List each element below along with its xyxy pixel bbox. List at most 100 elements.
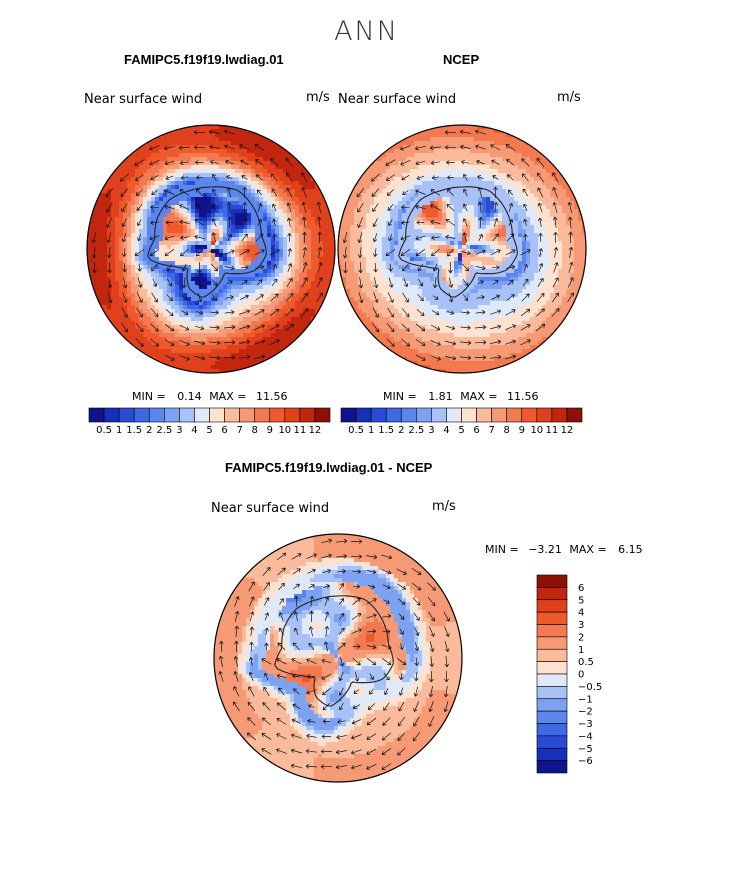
model-field-cell — [187, 257, 192, 262]
obs-field-cell — [502, 217, 507, 222]
obs-field-cell — [534, 201, 539, 206]
model-field-cell — [163, 229, 168, 234]
model-field-cell — [239, 329, 244, 334]
obs-field-cell — [514, 237, 519, 242]
model-field-cell — [283, 313, 288, 318]
model-field-cell — [271, 317, 276, 322]
model-field-cell — [191, 253, 196, 258]
model-wind-vector — [137, 219, 142, 227]
obs-field-cell — [466, 165, 471, 170]
obs-field-cell — [366, 201, 371, 206]
model-wind-vector — [301, 277, 308, 288]
model-field-cell — [223, 173, 228, 178]
model-field-cell — [131, 289, 136, 294]
model-field-cell — [175, 317, 180, 322]
model-field-cell — [123, 265, 128, 270]
model-field-cell — [311, 221, 316, 226]
obs-field-cell — [358, 201, 363, 206]
model-field-cell — [175, 233, 180, 238]
obs-field-cell — [526, 197, 531, 202]
obs-field-cell — [462, 221, 467, 226]
obs-field-cell — [474, 225, 479, 230]
obs-field-cell — [522, 189, 527, 194]
obs-field-cell — [502, 169, 507, 174]
obs-field-cell — [458, 157, 463, 162]
model-field-cell — [239, 293, 244, 298]
model-field-cell — [155, 233, 160, 238]
model-field-cell — [215, 329, 220, 334]
obs-field-cell — [402, 209, 407, 214]
model-field-cell — [211, 277, 216, 282]
obs-field-cell — [494, 193, 499, 198]
model-field-cell — [239, 205, 244, 210]
obs-field-cell — [490, 209, 495, 214]
model-field-cell — [191, 321, 196, 326]
model-field-cell — [203, 249, 208, 254]
obs-field-cell — [378, 177, 383, 182]
obs-field-cell — [430, 245, 435, 250]
obs-field-cell — [486, 133, 491, 138]
model-field-cell — [95, 229, 100, 234]
obs-field-cell — [430, 133, 435, 138]
model-field-cell — [143, 217, 148, 222]
model-field-cell — [279, 181, 284, 186]
model-field-cell — [167, 277, 172, 282]
model-field-cell — [247, 301, 252, 306]
model-field-cell — [295, 169, 300, 174]
model-field-cell — [167, 301, 172, 306]
model-wind-vector — [134, 249, 145, 256]
model-wind-vector — [302, 262, 308, 273]
obs-field-cell — [462, 153, 467, 158]
model-field-cell — [283, 277, 288, 282]
model-field-cell — [223, 325, 228, 330]
model-field-cell — [167, 313, 172, 318]
model-field-cell — [187, 289, 192, 294]
model-field-cell — [135, 337, 140, 342]
obs-field-cell — [510, 141, 515, 146]
model-field-cell — [287, 145, 292, 150]
model-field-cell — [275, 181, 280, 186]
model-field-cell — [219, 229, 224, 234]
model-field-cell — [223, 341, 228, 346]
obs-field-cell — [486, 141, 491, 146]
obs-field-cell — [474, 201, 479, 206]
model-field-cell — [127, 277, 132, 282]
model-field-cell — [319, 225, 324, 230]
model-field-cell — [215, 165, 220, 170]
obs-field-cell — [534, 217, 539, 222]
model-wind-vector — [135, 338, 144, 347]
obs-field-cell — [518, 189, 523, 194]
model-field-cell — [239, 261, 244, 266]
obs-field-cell — [346, 225, 351, 230]
obs-field-cell — [406, 141, 411, 146]
model-field-cell — [107, 217, 112, 222]
model-field-cell — [211, 141, 216, 146]
model-field-cell — [323, 201, 328, 206]
model-field-cell — [303, 221, 308, 226]
model-field-cell — [195, 193, 200, 198]
model-field-cell — [207, 325, 212, 330]
obs-field-cell — [474, 217, 479, 222]
model-field-cell — [327, 265, 332, 270]
obs-field-cell — [518, 145, 523, 150]
obs-field-cell — [446, 189, 451, 194]
model-wind-vector — [196, 310, 204, 315]
obs-field-cell — [442, 169, 447, 174]
model-field-cell — [219, 245, 224, 250]
model-field-cell — [275, 301, 280, 306]
model-field-cell — [275, 257, 280, 262]
model-wind-vector — [91, 246, 97, 259]
model-wind-vector — [208, 355, 221, 361]
model-field-cell — [307, 257, 312, 262]
model-field-cell — [303, 277, 308, 282]
obs-field-cell — [446, 173, 451, 178]
obs-field-cell — [562, 229, 567, 234]
model-field-cell — [319, 197, 324, 202]
model-field-cell — [283, 337, 288, 342]
model-field-cell — [259, 161, 264, 166]
model-field-cell — [111, 217, 116, 222]
model-field-cell — [307, 277, 312, 282]
obs-field-cell — [422, 189, 427, 194]
model-field-cell — [183, 185, 188, 190]
model-field-cell — [179, 185, 184, 190]
